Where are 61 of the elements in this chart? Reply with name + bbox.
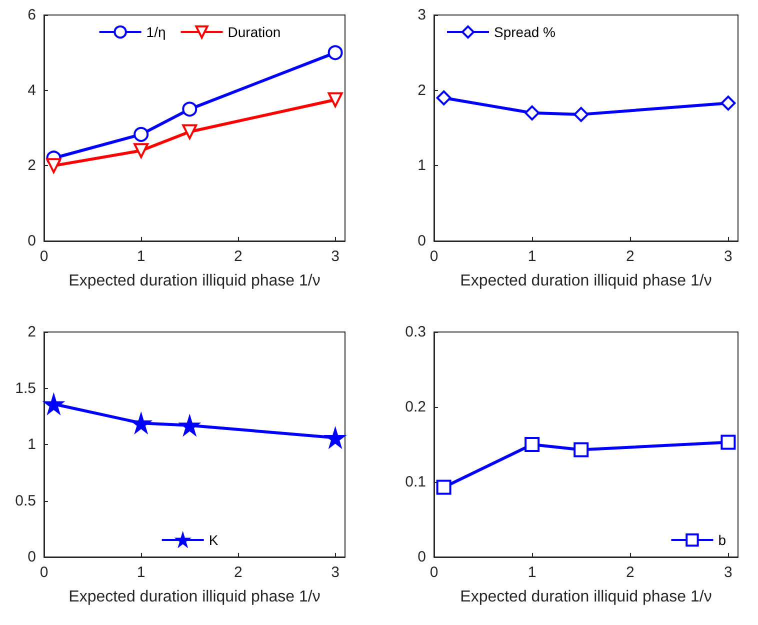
point — [574, 106, 589, 122]
x-tick-label: 0 — [430, 564, 438, 581]
point — [179, 414, 200, 436]
y-tick-label: 0.2 — [405, 398, 426, 416]
x-tick-label: 2 — [626, 248, 634, 265]
point — [328, 45, 343, 60]
point — [43, 394, 64, 414]
y-tick-label: 2 — [28, 324, 36, 340]
x-tick-label: 2 — [626, 564, 634, 581]
x-tick-label: 3 — [724, 248, 732, 265]
y-tick-label: 0.3 — [405, 324, 426, 340]
point — [130, 412, 152, 434]
x-axis-title: Expected duration illiquid phase 1/ν — [68, 588, 320, 606]
y-tick-label: 3 — [418, 6, 426, 24]
point — [436, 480, 452, 495]
point — [328, 92, 343, 108]
x-tick-label: 0 — [40, 564, 48, 581]
x-tick-label: 3 — [724, 564, 732, 581]
y-tick-label: 2 — [28, 157, 36, 174]
x-tick-label: 2 — [234, 248, 242, 265]
point — [134, 126, 149, 142]
y-tick-label: 0 — [418, 232, 426, 250]
x-axis-title: Expected duration illiquid phase 1/ν — [460, 588, 712, 606]
y-tick-label: 4 — [28, 82, 36, 99]
legend-label: Spread % — [494, 24, 556, 40]
legend-label: 1/η — [146, 24, 166, 40]
y-tick-label: 0 — [28, 232, 36, 250]
y-tick-label: 6 — [28, 6, 36, 24]
y-tick-label: 1.5 — [15, 380, 36, 397]
point — [720, 434, 736, 450]
point — [720, 96, 736, 111]
y-tick-label: 2 — [418, 82, 426, 99]
x-tick-label: 1 — [528, 564, 536, 581]
y-tick-label: 0 — [418, 548, 426, 566]
x-tick-label: 0 — [430, 248, 438, 265]
x-axis-title: Expected duration illiquid phase 1/ν — [460, 272, 712, 290]
x-tick-label: 2 — [234, 564, 242, 581]
point — [574, 442, 589, 458]
point — [524, 437, 540, 452]
point — [182, 102, 198, 117]
x-axis-title: Expected duration illiquid phase 1/ν — [68, 272, 320, 290]
y-tick-label: 0 — [28, 548, 36, 566]
legend-label: Duration — [228, 24, 281, 40]
point — [324, 427, 346, 448]
x-tick-label: 1 — [136, 248, 146, 265]
x-tick-label: 3 — [331, 248, 340, 265]
point — [436, 90, 452, 106]
y-tick-label: 0.1 — [405, 474, 426, 490]
y-tick-label: 1 — [418, 157, 426, 174]
x-tick-label: 3 — [331, 564, 340, 581]
point — [524, 105, 540, 120]
point — [46, 158, 62, 174]
x-tick-label: 0 — [40, 248, 48, 265]
legend-label: b — [718, 532, 726, 548]
x-tick-label: 1 — [528, 248, 536, 265]
point — [134, 143, 149, 158]
point — [182, 124, 198, 140]
y-tick-label: 0.5 — [15, 492, 36, 510]
x-tick-label: 1 — [136, 564, 146, 581]
y-tick-label: 1 — [28, 436, 36, 453]
legend-label: K — [208, 532, 219, 548]
